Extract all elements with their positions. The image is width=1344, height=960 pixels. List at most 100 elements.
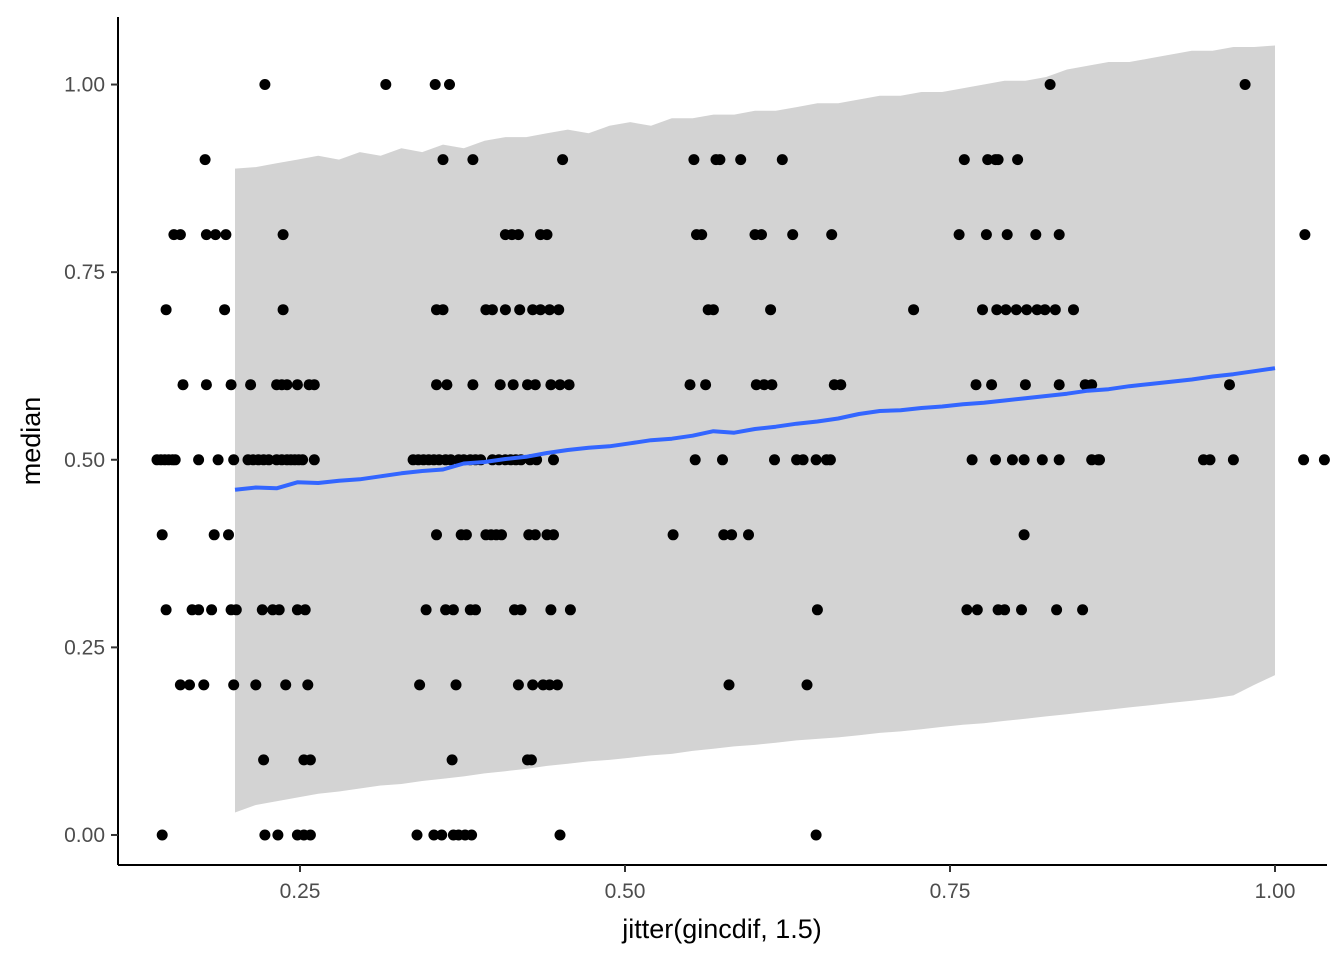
data-point — [174, 229, 186, 241]
data-point — [908, 304, 920, 316]
data-point — [486, 304, 498, 316]
data-point — [667, 529, 679, 541]
data-point — [494, 379, 506, 391]
y-tick-label: 0.50 — [64, 449, 105, 472]
data-point — [545, 604, 557, 616]
x-tick-label: 0.25 — [280, 880, 321, 903]
data-point — [1094, 454, 1105, 466]
data-point — [199, 154, 211, 166]
data-point — [467, 154, 479, 166]
data-point — [1031, 304, 1043, 316]
data-point — [982, 154, 994, 166]
data-point — [450, 679, 462, 691]
data-point — [177, 379, 189, 391]
data-point — [512, 229, 524, 241]
data-point — [291, 604, 303, 616]
data-point — [258, 754, 270, 766]
data-point — [496, 529, 507, 541]
data-point — [1051, 604, 1063, 616]
data-point — [420, 604, 432, 616]
data-point — [810, 829, 822, 841]
data-point — [1006, 454, 1018, 466]
data-point — [688, 154, 700, 166]
data-point — [1053, 229, 1065, 241]
data-point — [1227, 454, 1239, 466]
data-point — [1018, 529, 1030, 541]
data-point — [280, 679, 292, 691]
data-point — [966, 454, 978, 466]
data-point — [776, 154, 788, 166]
data-point — [156, 829, 168, 841]
data-point — [1039, 304, 1051, 316]
data-point — [499, 304, 511, 316]
data-point — [507, 379, 519, 391]
data-point — [160, 604, 172, 616]
x-tick-label: 0.75 — [930, 880, 971, 903]
data-point — [718, 529, 730, 541]
data-point — [230, 604, 242, 616]
data-point — [206, 604, 218, 616]
data-point — [263, 454, 275, 466]
data-point — [544, 679, 556, 691]
data-point — [446, 754, 458, 766]
data-point — [304, 754, 316, 766]
data-point — [1021, 304, 1033, 316]
x-tick-label: 0.50 — [605, 880, 646, 903]
data-point — [986, 379, 998, 391]
data-point — [444, 79, 455, 90]
data-point — [431, 529, 442, 541]
data-point — [1077, 604, 1089, 616]
y-tick-label: 1.00 — [64, 74, 105, 97]
data-point — [961, 604, 973, 616]
data-point — [971, 604, 983, 616]
data-point — [515, 604, 527, 616]
x-axis: 0.25 0.50 0.75 1.00 — [280, 865, 1295, 903]
data-point — [228, 454, 240, 466]
data-point — [445, 454, 457, 466]
data-point — [272, 829, 284, 841]
data-point — [1019, 379, 1031, 391]
data-point — [277, 229, 289, 241]
data-point — [160, 304, 172, 316]
data-point — [1049, 304, 1061, 316]
data-point — [228, 679, 240, 691]
data-point — [1298, 454, 1310, 466]
data-point — [184, 679, 195, 691]
points-layer — [151, 79, 1330, 841]
data-point — [527, 304, 539, 316]
data-point — [548, 454, 559, 466]
data-point — [466, 829, 478, 841]
data-point — [200, 229, 212, 241]
data-point — [810, 454, 822, 466]
data-point — [826, 229, 838, 241]
data-point — [210, 229, 221, 241]
data-point — [467, 379, 479, 391]
data-point — [198, 679, 210, 691]
data-point — [223, 529, 234, 541]
data-point — [440, 604, 452, 616]
data-point — [156, 529, 168, 541]
data-point — [174, 679, 186, 691]
data-point — [529, 379, 541, 391]
data-point — [750, 379, 762, 391]
data-point — [801, 679, 813, 691]
y-axis-title: median — [16, 397, 46, 486]
data-point — [1036, 454, 1048, 466]
data-point — [281, 379, 293, 391]
data-point — [1018, 454, 1030, 466]
data-point — [514, 304, 526, 316]
data-point — [553, 304, 565, 316]
data-point — [245, 379, 257, 391]
y-tick-label: 0.00 — [64, 824, 105, 847]
data-point — [1204, 454, 1216, 466]
data-point — [308, 379, 320, 391]
data-point — [411, 829, 423, 841]
data-point — [548, 529, 559, 541]
data-point — [308, 454, 320, 466]
data-point — [953, 229, 965, 241]
data-point — [811, 604, 823, 616]
y-tick-label: 0.75 — [64, 261, 105, 284]
data-point — [689, 454, 701, 466]
data-point — [1001, 229, 1013, 241]
data-point — [545, 379, 557, 391]
